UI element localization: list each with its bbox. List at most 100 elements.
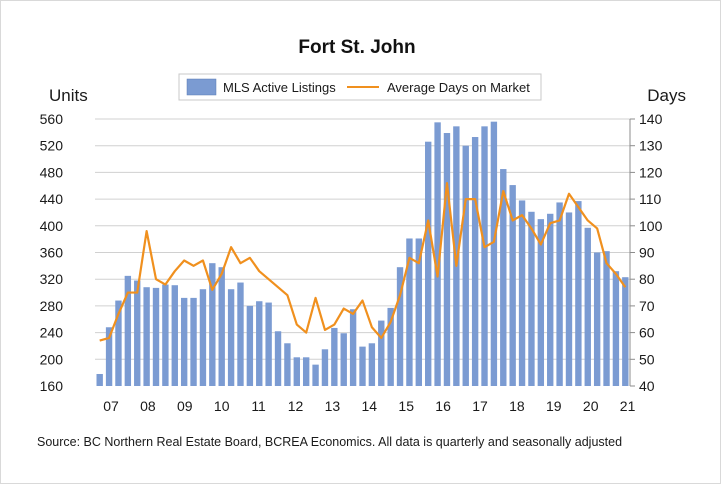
x-axis-ticks: 07 08 09 10 11 12 13 14 15 16 17 18 19 20 21 [103,398,635,414]
x-tick-label: 08 [140,398,156,414]
x-tick-label: 14 [362,398,378,414]
bar [284,343,291,386]
bar [509,185,516,386]
bar [518,200,526,386]
bar [565,212,573,386]
left-tick-label: 240 [40,325,64,341]
x-tick-label: 20 [583,398,599,414]
bar [162,284,169,386]
bar [406,238,413,386]
left-tick-label: 320 [40,271,64,287]
bar [237,282,244,386]
bar [227,289,235,386]
right-tick-label: 40 [639,378,655,394]
left-tick-label: 440 [40,191,64,207]
bar [105,327,113,386]
right-tick-label: 90 [639,245,655,261]
bar [434,122,441,386]
bar [622,277,629,386]
bar-series-listings [96,121,629,387]
left-tick-label: 480 [40,164,64,180]
bar [537,219,545,387]
left-tick-label: 280 [40,298,64,314]
right-tick-label: 120 [639,164,663,180]
right-axis-ticks: 40 50 60 70 80 90 100 110 120 130 140 [629,111,663,394]
bar [134,280,141,386]
legend-label-listings: MLS Active Listings [223,80,336,95]
left-axis-title: Units [49,86,88,105]
x-tick-label: 07 [103,398,119,414]
bar [387,307,394,386]
left-tick-label: 400 [40,218,64,234]
x-tick-label: 19 [546,398,562,414]
bar [556,202,563,386]
bar [340,333,347,386]
left-tick-label: 360 [40,245,64,261]
x-tick-label: 09 [177,398,193,414]
legend: MLS Active Listings Average Days on Mark… [178,73,542,101]
bar [321,349,329,386]
x-tick-label: 10 [214,398,230,414]
bar [462,145,469,386]
bar [359,346,366,386]
bar [274,331,282,386]
bar [528,211,535,386]
bar [209,263,216,386]
right-tick-label: 80 [639,271,655,287]
left-axis-ticks: 160 200 240 280 320 360 400 440 480 520 560 [40,111,64,394]
bar [143,287,150,386]
source-note: Source: BC Northern Real Estate Board, B… [37,435,622,449]
legend-bar-swatch [186,78,217,96]
bar [481,126,488,386]
chart-title: Fort St. John [298,37,415,58]
bar [378,320,385,386]
x-tick-label: 16 [435,398,451,414]
bar [443,133,451,386]
x-tick-label: 17 [472,398,488,414]
bar [312,364,319,386]
bar [293,357,300,386]
right-tick-label: 70 [639,298,655,314]
bar [396,267,404,386]
legend-label-days: Average Days on Market [387,80,530,95]
bar [96,373,103,386]
bar [171,285,178,386]
bar [575,201,582,386]
bar [368,343,376,386]
bar [584,227,591,386]
x-tick-label: 21 [620,398,636,414]
bar [331,327,338,386]
bar [190,297,197,386]
bar [547,213,554,386]
bar [425,141,432,386]
x-tick-label: 12 [288,398,304,414]
bar [218,267,225,386]
bar [246,305,254,386]
bar [603,251,610,386]
x-tick-label: 11 [251,398,266,414]
bar [199,289,207,386]
bar [612,271,620,386]
x-tick-label: 15 [398,398,414,414]
right-tick-label: 140 [639,111,663,127]
right-tick-label: 130 [639,138,663,154]
right-tick-label: 50 [639,351,655,367]
bar [256,301,263,386]
x-tick-label: 13 [325,398,341,414]
bar [490,121,498,387]
bar [500,169,507,386]
bar [593,252,601,386]
left-tick-label: 160 [40,378,64,394]
left-tick-label: 520 [40,138,64,154]
right-tick-label: 110 [639,191,662,207]
bar [265,302,272,386]
bar [152,287,160,386]
left-tick-label: 560 [40,111,64,127]
bar [471,137,479,386]
right-tick-label: 60 [639,325,655,341]
x-tick-label: 18 [509,398,525,414]
bar [180,297,188,386]
line-series-days-on-market [99,181,627,342]
